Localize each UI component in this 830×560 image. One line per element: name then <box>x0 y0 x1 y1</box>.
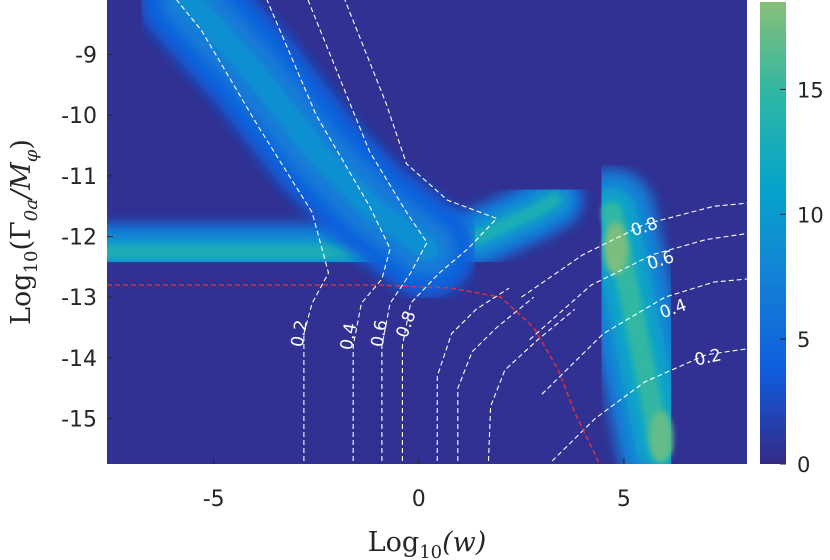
x-axis: -5 0 5 <box>203 458 631 512</box>
contour-line-8 <box>529 232 747 341</box>
contour-line-9 <box>541 278 747 395</box>
contour-line-6 <box>487 308 576 462</box>
contour-line-5 <box>457 296 535 461</box>
y-tick-label: -15 <box>61 408 97 433</box>
colorbar-tick-label: 10 <box>797 203 824 227</box>
y-tick-label: -12 <box>61 226 97 251</box>
y-tick-label: -9 <box>75 44 97 69</box>
x-axis-title: Log10(w) <box>368 527 487 560</box>
feature-peak-3 <box>603 222 628 275</box>
contour-lines <box>176 0 747 462</box>
y-tick-label: -13 <box>61 286 97 311</box>
colorbar-tick-label: 0 <box>797 453 810 477</box>
boundary-line <box>107 284 600 464</box>
heatmap-features <box>107 0 704 464</box>
y-axis-title: Log10(Γ0a/Mφ) <box>6 139 42 325</box>
contour-label-0: 0.2 <box>288 319 312 349</box>
feature-core-1 <box>177 0 439 261</box>
colorbar-tick-label: 5 <box>797 328 810 352</box>
x-tick-label: 0 <box>412 487 426 512</box>
colorbar-ticks: 0 5 10 15 <box>780 78 824 477</box>
contour-label-1: 0.4 <box>337 322 361 352</box>
contour-line-0 <box>176 0 330 461</box>
x-tick-label: 5 <box>617 487 631 512</box>
colorbar-gradient <box>760 2 786 464</box>
y-tick-label: -10 <box>61 104 97 129</box>
contour-line-1 <box>266 0 391 461</box>
contour-line-2 <box>307 0 428 461</box>
contour-label-2: 0.6 <box>368 319 392 349</box>
y-axis: -9 -10 -11 -12 -13 -14 -15 <box>61 44 113 433</box>
feature-peak-4 <box>648 410 673 463</box>
y-tick-label: -11 <box>61 165 97 190</box>
x-tick-label: -5 <box>203 487 225 512</box>
contour-line-3 <box>344 0 498 461</box>
contour-line-7 <box>521 202 747 298</box>
plot-area: 0.2 0.4 0.6 0.80.80.60.40.2 <box>107 0 747 464</box>
contour-line-4 <box>436 287 510 461</box>
colorbar: 0 5 10 15 <box>760 2 824 477</box>
contour-line-10 <box>551 348 747 462</box>
colorbar-tick-label: 15 <box>797 78 824 102</box>
y-tick-label: -14 <box>61 347 97 372</box>
